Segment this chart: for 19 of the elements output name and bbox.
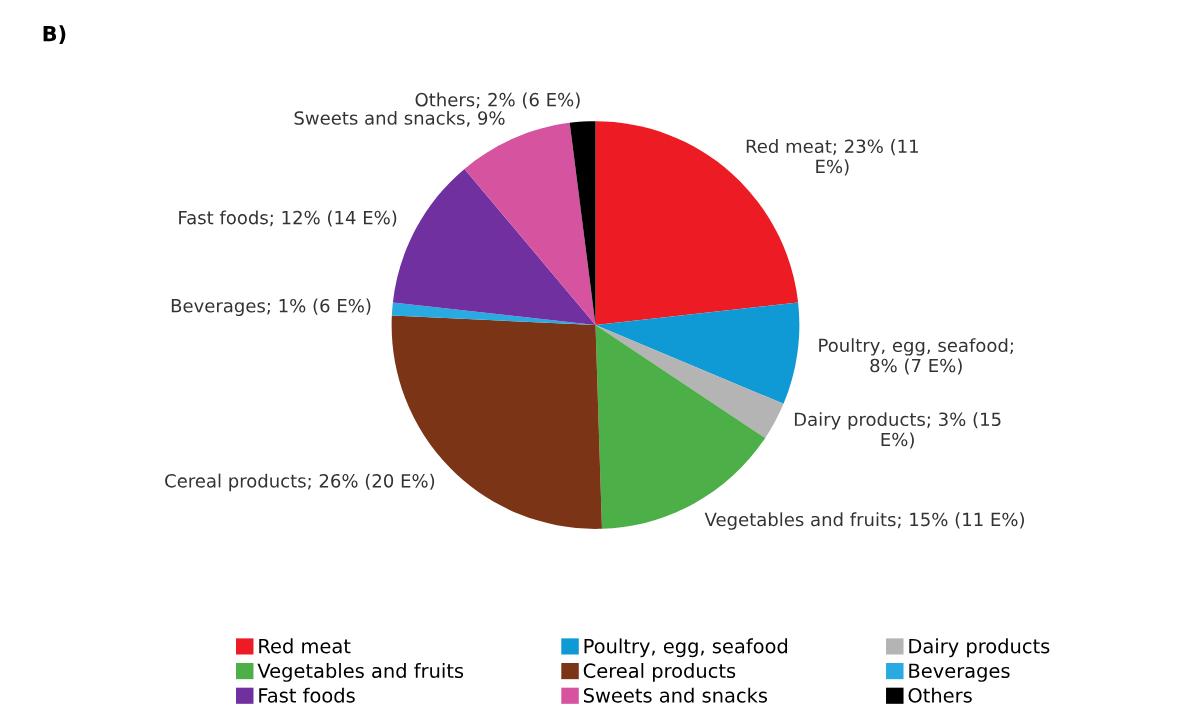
legend-label: Dairy products — [909, 638, 1050, 658]
data-label: Poultry, egg, seafood; 8% (7 E%) — [819, 338, 1013, 375]
data-label: Cereal products; 26% (20 E%) — [165, 473, 435, 492]
data-label: Red meat; 23% (11 E%) — [746, 139, 918, 176]
legend-label: Cereal products — [583, 663, 736, 682]
legend-label: Fast foods — [259, 687, 355, 703]
data-label: Sweets and snacks, 9% — [294, 110, 505, 127]
chart-title: B) — [43, 25, 66, 44]
legend-label: Beverages — [909, 663, 1010, 682]
legend-label: Sweets and snacks — [583, 687, 768, 703]
legend-label: Vegetables and fruits — [257, 663, 464, 682]
data-label: Beverages; 1% (6 E%) — [171, 298, 371, 317]
legend-label: Others — [908, 687, 972, 703]
data-label: Dairy products; 3% (15 E%) — [794, 412, 1001, 449]
legend-label: Poultry, egg, seafood — [584, 638, 788, 658]
data-label: Fast foods; 12% (14 E%) — [179, 210, 397, 227]
data-label: Vegetables and fruits; 15% (11 E%) — [704, 512, 1024, 530]
legend-label: Red meat — [259, 638, 351, 654]
data-label: Others; 2% (6 E%) — [415, 92, 580, 109]
